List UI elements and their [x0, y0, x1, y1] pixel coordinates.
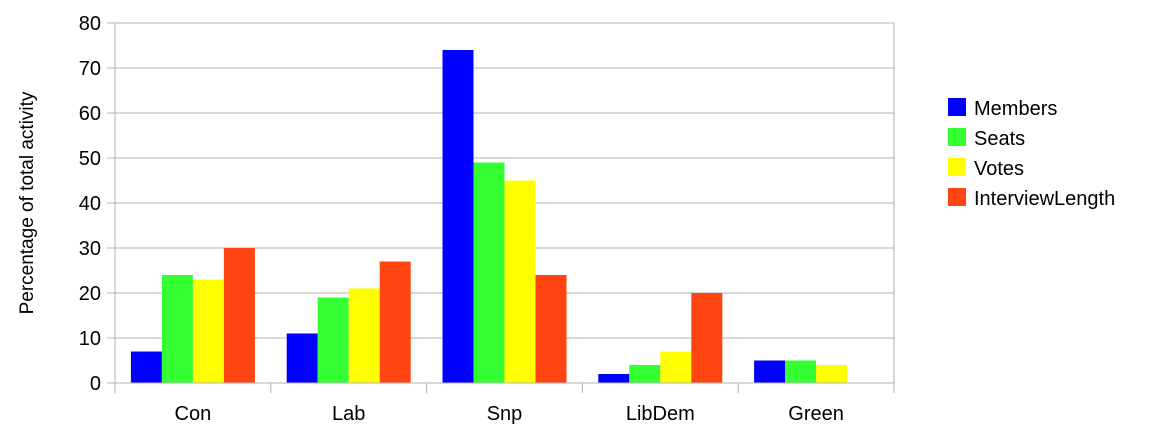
bars [130, 50, 848, 383]
legend-label-interviewlength: InterviewLength [974, 188, 1115, 210]
bar-members-libdem [598, 374, 630, 383]
bar-interviewlength-con [223, 248, 255, 383]
y-tick-label: 10 [79, 328, 101, 350]
bar-interviewlength-snp [535, 275, 567, 383]
legend-swatch-members [948, 98, 966, 116]
bar-seats-green [785, 360, 817, 383]
bar-seats-snp [473, 162, 505, 383]
y-tick-label: 60 [79, 103, 101, 125]
bar-members-green [754, 360, 786, 383]
bar-votes-con [192, 279, 224, 383]
x-tick-label: Con [175, 403, 212, 425]
x-tick-label: Snp [487, 403, 523, 425]
bar-members-snp [442, 50, 474, 383]
y-tick-label: 0 [90, 373, 101, 395]
legend-swatch-votes [948, 158, 966, 176]
y-axis-title: Percentage of total activity [17, 91, 38, 314]
legend-swatch-seats [948, 128, 966, 146]
bar-seats-lab [317, 297, 349, 383]
y-tick-label: 70 [79, 58, 101, 80]
bar-seats-libdem [629, 365, 661, 383]
bar-votes-green [816, 365, 848, 383]
bar-interviewlength-libdem [691, 293, 723, 383]
legend-label-votes: Votes [974, 158, 1024, 180]
bar-members-con [130, 351, 162, 383]
axes [107, 22, 895, 393]
x-tick-label: LibDem [626, 403, 695, 425]
x-tick-label: Lab [332, 403, 365, 425]
x-tick-label: Green [788, 403, 844, 425]
legend-label-members: Members [974, 98, 1057, 120]
y-tick-label: 80 [79, 13, 101, 35]
bar-votes-snp [504, 180, 536, 383]
bar-members-lab [286, 333, 318, 383]
y-tick-label: 40 [79, 193, 101, 215]
bar-votes-libdem [660, 351, 692, 383]
legend-label-seats: Seats [974, 128, 1025, 150]
legend: Members Seats Votes InterviewLength [948, 98, 1115, 210]
y-tick-label: 30 [79, 238, 101, 260]
bar-seats-con [161, 275, 193, 383]
bar-votes-lab [348, 288, 380, 383]
y-tick-label: 20 [79, 283, 101, 305]
tick-labels: 0 10 20 30 40 50 60 70 80 Con Lab Snp LibDem Green [79, 13, 844, 425]
legend-swatch-interviewlength [948, 188, 966, 206]
y-tick-label: 50 [79, 148, 101, 170]
bar-interviewlength-lab [379, 261, 411, 383]
